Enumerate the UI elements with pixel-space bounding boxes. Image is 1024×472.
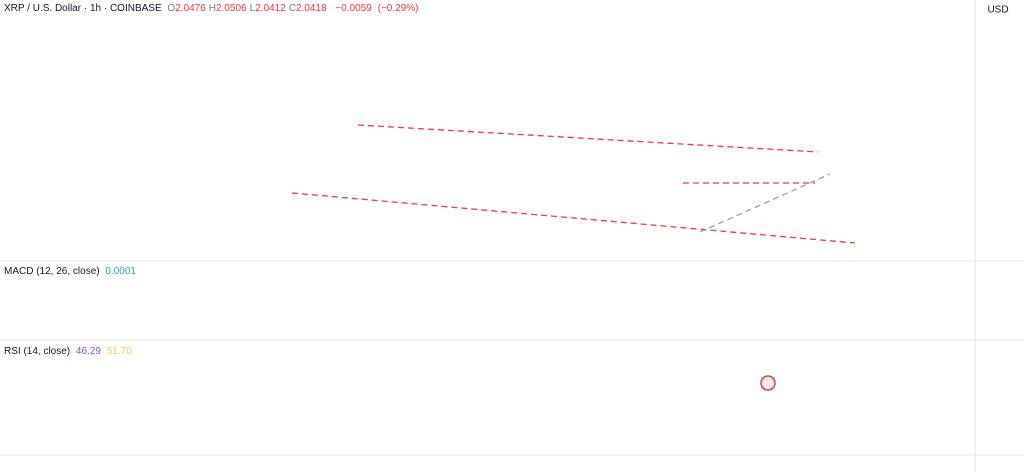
macd-value: 0.0001 xyxy=(105,266,136,277)
change: −0.0059 xyxy=(335,3,372,14)
ohlc-label: L xyxy=(249,3,256,14)
currency: USD xyxy=(987,5,1008,16)
ohlc-label: C xyxy=(288,3,297,14)
drawings xyxy=(291,124,856,391)
trend-line xyxy=(699,173,831,233)
ohlc-legend: O2.0476 H2.0506 L2.0412 C2.0418 xyxy=(167,3,329,14)
rsi-value: 46.29 xyxy=(75,346,101,357)
macd-title: MACD (12, 26, close) xyxy=(4,266,100,277)
rsi-marker xyxy=(760,375,776,391)
rsi-legend: RSI (14, close) 46.29 51.70 xyxy=(4,346,135,357)
ohlc-value: 2.0412 xyxy=(255,3,286,14)
ohlc-value: 2.0418 xyxy=(296,3,327,14)
rsi-title: RSI (14, close) xyxy=(4,346,71,357)
ohlc-value: 2.0506 xyxy=(216,3,247,14)
ohlc-label: H xyxy=(208,3,217,14)
ohlc-value: 2.0476 xyxy=(175,3,206,14)
macd-legend: MACD (12, 26, close) 0.0001 xyxy=(4,266,139,277)
change-percent: (−0.29%) xyxy=(377,3,419,14)
symbol-title: XRP / U.S. Dollar · 1h · COINBASE xyxy=(4,3,162,14)
header: XRP / U.S. Dollar · 1h · COINBASE O2.047… xyxy=(4,3,421,14)
rsi-ma-value: 51.70 xyxy=(106,346,132,357)
channel-upper xyxy=(357,124,819,153)
channel-lower xyxy=(291,192,856,244)
ohlc-label: O xyxy=(167,3,176,14)
